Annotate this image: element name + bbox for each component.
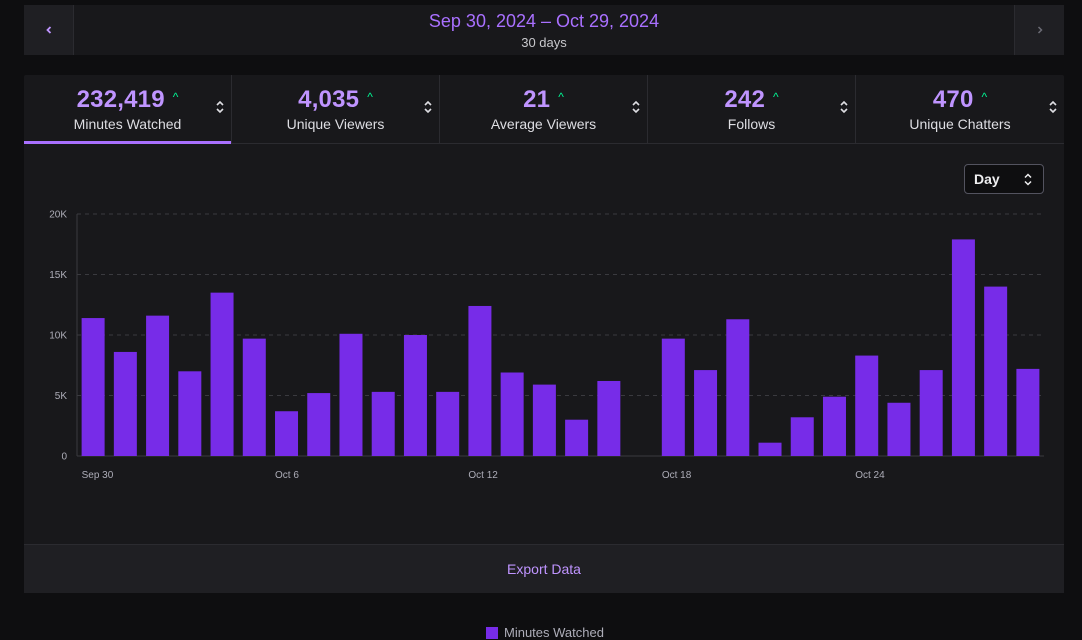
chart-bar <box>275 411 299 456</box>
y-tick-label: 15K <box>49 270 67 281</box>
chart-bar <box>597 380 621 456</box>
trend-up-icon: ^ <box>981 89 988 104</box>
metric-tabs: 232,419 ^ Minutes Watched 4,035 ^ Unique V… <box>24 75 1064 144</box>
next-period-button[interactable] <box>1014 5 1064 55</box>
trend-up-icon: ^ <box>558 89 564 104</box>
tab-minutes-watched[interactable]: 232,419 ^ Minutes Watched <box>24 75 232 144</box>
sort-icon[interactable] <box>423 99 433 115</box>
chart-bar <box>403 335 427 456</box>
trend-up-icon: ^ <box>773 89 779 104</box>
chart-bar <box>694 370 718 456</box>
date-range-display[interactable]: Sep 30, 2024 – Oct 29, 2024 30 days <box>74 5 1014 55</box>
chart-bar <box>242 338 266 456</box>
chart-bar <box>81 318 105 456</box>
metric-label: Follows <box>727 115 776 132</box>
metric-label: Unique Chatters <box>909 115 1011 132</box>
chart-bar <box>1016 368 1040 456</box>
bar-chart: 0 5K 10K 15K 20K Sep 30 Oct 6 Oct 12 Oct 18 Oct 2… <box>49 210 1044 481</box>
minutes-watched-chart: 0 5K 10K 15K 20K Sep 30 Oct 6 Oct 12 Oct 18 Oct 2… <box>24 200 1064 640</box>
chart-bar <box>146 315 170 456</box>
metric-value: 4,035 <box>298 85 360 113</box>
tab-unique-viewers[interactable]: 4,035 ^ Unique Viewers <box>232 75 440 143</box>
trend-up-icon: ^ <box>172 89 179 104</box>
legend-label: Minutes Watched <box>504 625 604 640</box>
chart-bar <box>951 239 975 456</box>
chart-bar <box>436 391 460 456</box>
chart-bar <box>790 417 814 456</box>
sort-icon[interactable] <box>839 99 849 115</box>
chart-bar <box>661 338 685 456</box>
y-tick-label: 10K <box>49 331 67 342</box>
metric-value: 21 <box>523 85 551 113</box>
date-range-text: Sep 30, 2024 – Oct 29, 2024 <box>428 10 660 31</box>
metric-value: 242 <box>724 85 765 113</box>
chart-bar <box>371 391 395 456</box>
trend-up-icon: ^ <box>367 89 373 104</box>
granularity-select-value: Day <box>974 171 1000 187</box>
chart-legend[interactable]: Minutes Watched <box>486 625 604 640</box>
chevron-right-icon <box>1037 26 1043 34</box>
chart-bar <box>532 384 556 456</box>
chart-bar <box>210 292 234 456</box>
export-data-button[interactable]: Export Data <box>507 561 581 577</box>
sort-icon[interactable] <box>1048 99 1058 115</box>
chart-bar <box>887 402 911 456</box>
chart-bar <box>822 396 846 456</box>
chart-bar <box>919 370 943 456</box>
chart-bar <box>565 419 589 456</box>
x-tick-label: Oct 24 <box>855 470 885 481</box>
stats-panel: 232,419 ^ Minutes Watched 4,035 ^ Unique V… <box>24 75 1064 640</box>
panel-footer: Export Data <box>24 544 1064 593</box>
metric-label: Average Viewers <box>490 115 597 132</box>
legend-swatch <box>486 626 498 639</box>
metric-label: Minutes Watched <box>73 115 182 132</box>
metric-value: 470 <box>932 85 974 113</box>
chart-bar <box>468 305 492 456</box>
x-tick-label: Oct 12 <box>468 470 498 481</box>
date-range-nav: Sep 30, 2024 – Oct 29, 2024 30 days <box>24 5 1064 55</box>
chevron-left-icon <box>45 26 51 34</box>
y-tick-label: 0 <box>61 452 67 463</box>
y-tick-label: 5K <box>55 391 68 402</box>
chart-bar <box>178 371 202 456</box>
chart-bar <box>984 286 1008 456</box>
tab-average-viewers[interactable]: 21 ^ Average Viewers <box>440 75 648 143</box>
metric-value: 232,419 <box>76 85 165 113</box>
x-tick-label: Sep 30 <box>82 470 114 481</box>
select-arrows-icon <box>1024 173 1032 186</box>
tab-follows[interactable]: 242 ^ Follows <box>648 75 856 143</box>
chart-bar <box>339 333 363 456</box>
chart-bar <box>307 393 331 456</box>
granularity-select[interactable]: Day <box>964 164 1044 194</box>
sort-icon[interactable] <box>215 99 225 115</box>
chart-bar <box>855 355 879 456</box>
y-tick-label: 20K <box>49 210 67 221</box>
chart-bar <box>726 319 750 456</box>
tab-unique-chatters[interactable]: 470 ^ Unique Chatters <box>856 75 1064 143</box>
chart-bar <box>500 372 524 456</box>
date-range-length: 30 days <box>521 34 567 50</box>
chart-bar <box>113 351 137 456</box>
previous-period-button[interactable] <box>24 5 74 55</box>
x-tick-label: Oct 6 <box>275 470 299 481</box>
sort-icon[interactable] <box>631 99 641 115</box>
metric-label: Unique Viewers <box>286 115 385 132</box>
x-tick-label: Oct 18 <box>662 470 692 481</box>
chart-bar <box>758 442 782 456</box>
